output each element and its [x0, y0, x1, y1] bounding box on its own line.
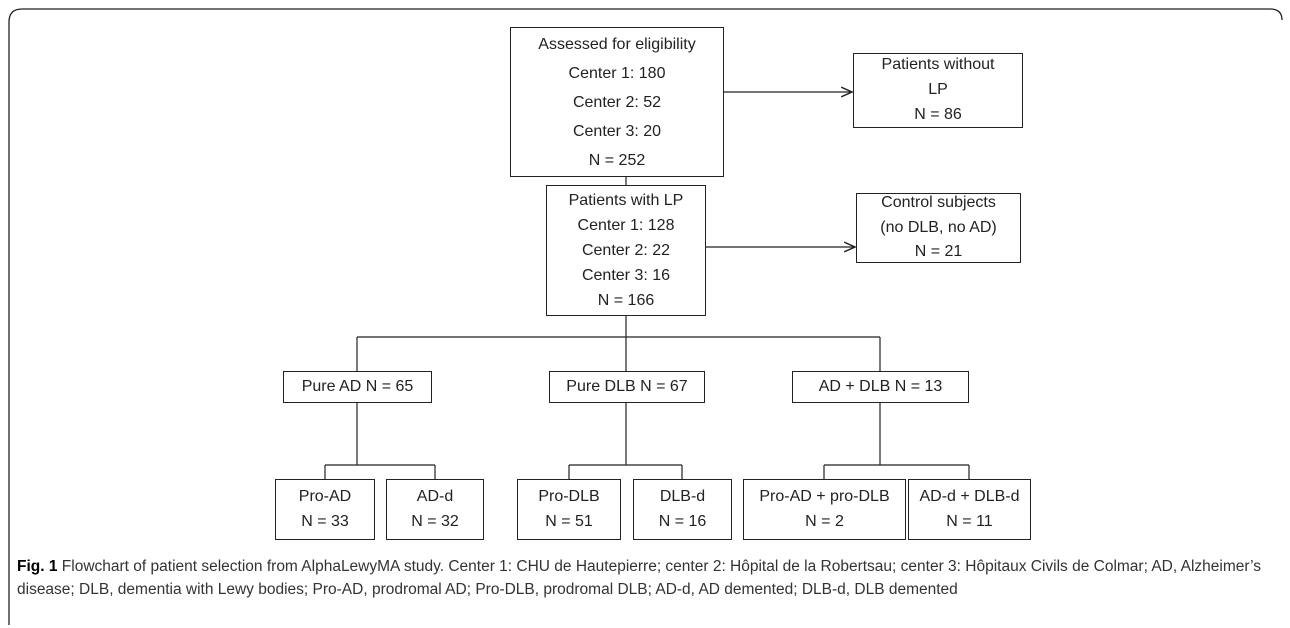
- flow-node: AD-d + DLB-d N = 11: [908, 479, 1031, 540]
- node-text: N = 252: [588, 151, 646, 169]
- node-text: N = 16: [658, 512, 707, 530]
- node-text: N = 86: [914, 105, 962, 123]
- node-text: Center 1: 128: [577, 217, 675, 234]
- node-text: N = 51: [545, 512, 593, 530]
- flow-node: Patients with LP Center 1: 128 Center 2: 2…: [546, 185, 706, 316]
- caption: Fig. 1 Flowchart of patient selection fr…: [17, 555, 1272, 601]
- node-text: Pro-AD: [298, 487, 352, 505]
- flow-node: Pro-AD + pro-DLB N = 2: [743, 479, 906, 540]
- node-text: DLB-d: [659, 487, 706, 505]
- caption-label: Fig. 1: [17, 558, 58, 575]
- node-text: N = 11: [946, 512, 993, 530]
- node-text: Center 2: 52: [572, 93, 662, 111]
- flow-node: Pro-DLB N = 51: [517, 479, 621, 540]
- caption-text: Flowchart of patient selection from Alph…: [17, 558, 1262, 598]
- flow-node: Pro-AD N = 33: [275, 479, 375, 540]
- flow-node: Control subjects (no DLB, no AD) N = 21: [856, 193, 1021, 263]
- node-text: Pure DLB N = 67: [566, 377, 688, 395]
- node-text: Pure AD N = 65: [301, 377, 414, 395]
- node-text: Center 3: 16: [581, 267, 671, 284]
- flow-node: AD-d N = 32: [386, 479, 484, 540]
- node-text: N = 2: [805, 512, 844, 530]
- node-text: Patients with LP: [568, 192, 684, 209]
- node-text: N = 32: [411, 512, 459, 530]
- node-text: (no DLB, no AD): [880, 218, 997, 236]
- node-text: AD + DLB N = 13: [818, 377, 943, 395]
- node-text: N = 21: [914, 243, 963, 261]
- node-text: Center 3: 20: [572, 122, 662, 140]
- node-text: Center 1: 180: [568, 64, 666, 82]
- flow-node: Pure AD N = 65: [283, 371, 432, 403]
- node-text: N = 33: [301, 512, 349, 530]
- node-text: Control subjects: [881, 193, 996, 211]
- flow-node: DLB-d N = 16: [633, 479, 732, 540]
- node-text: AD-d + DLB-d: [919, 487, 1020, 505]
- node-text: Center 2: 22: [581, 242, 671, 259]
- frame: [8, 8, 1283, 625]
- node-text: N = 166: [597, 292, 655, 309]
- flow-node: Pure DLB N = 67: [549, 371, 705, 403]
- node-text: Assessed for eligibility: [538, 35, 696, 53]
- node-text: AD-d: [416, 487, 454, 505]
- flow-node: Patients without LP N = 86: [853, 53, 1023, 128]
- node-text: LP: [928, 81, 948, 99]
- flow-node: Assessed for eligibility Center 1: 180 Cen…: [510, 27, 724, 177]
- edges: [324, 92, 970, 479]
- node-text: Pro-DLB: [538, 487, 600, 505]
- flow-node: AD + DLB N = 13: [792, 371, 969, 403]
- node-text: Patients without: [881, 56, 995, 74]
- node-text: Pro-AD + pro-DLB: [759, 487, 890, 505]
